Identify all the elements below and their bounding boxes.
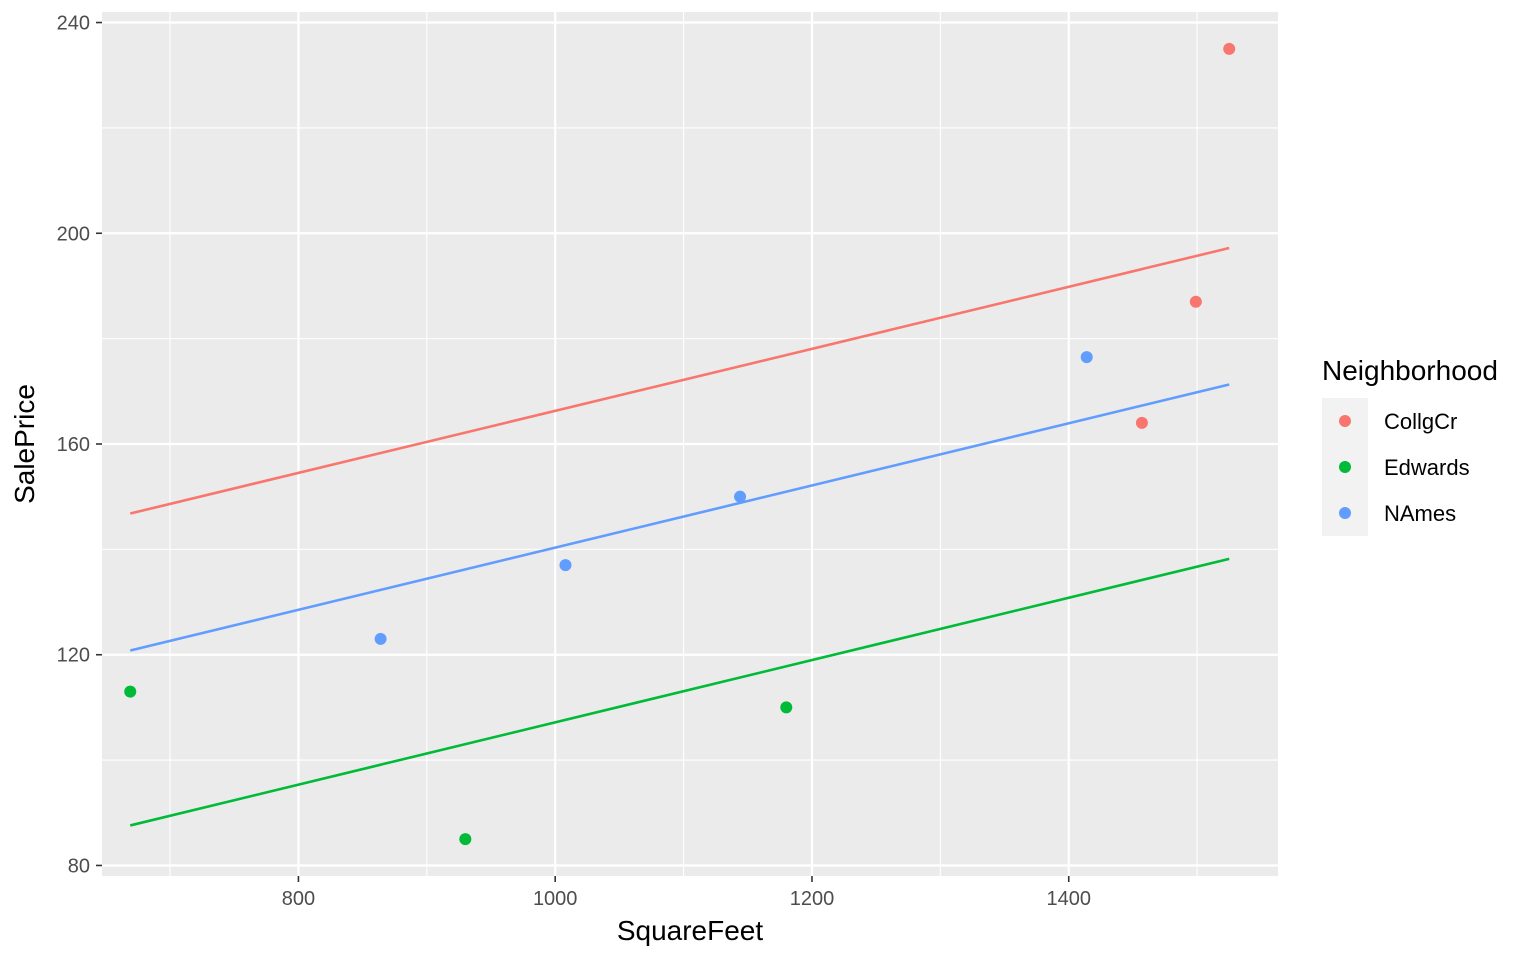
legend-label-collgcr: CollgCr bbox=[1384, 409, 1457, 434]
point-names bbox=[374, 632, 387, 645]
y-tick-label: 120 bbox=[57, 645, 90, 667]
point-names bbox=[1080, 351, 1093, 364]
legend-key-names bbox=[1339, 507, 1351, 519]
point-names bbox=[734, 490, 747, 503]
fit-line-edwards bbox=[129, 557, 1230, 827]
x-tick-label: 800 bbox=[282, 888, 315, 910]
x-tick-label: 1000 bbox=[533, 888, 578, 910]
fit-line-names bbox=[129, 383, 1230, 652]
y-tick-label: 160 bbox=[57, 434, 90, 456]
legend: Neighborhood CollgCr Edwards NAmes bbox=[1322, 355, 1498, 536]
fit-line-collgcr bbox=[129, 246, 1230, 515]
y-axis: 80 120 160 200 240 bbox=[57, 13, 102, 877]
x-tick-label: 1400 bbox=[1046, 888, 1091, 910]
fit-lines bbox=[129, 246, 1230, 827]
x-axis: 800 1000 1200 1400 bbox=[282, 876, 1091, 910]
point-edwards bbox=[780, 701, 793, 714]
y-tick-label: 240 bbox=[57, 13, 90, 35]
point-edwards bbox=[124, 685, 137, 698]
legend-key-collgcr bbox=[1339, 415, 1351, 427]
legend-key-edwards bbox=[1339, 461, 1351, 473]
point-collgcr bbox=[1223, 42, 1236, 55]
grid-major bbox=[102, 12, 1278, 876]
point-collgcr bbox=[1189, 295, 1202, 308]
point-collgcr bbox=[1135, 416, 1148, 429]
data-points bbox=[124, 42, 1236, 846]
point-edwards bbox=[459, 833, 472, 846]
point-names bbox=[559, 559, 572, 572]
legend-label-edwards: Edwards bbox=[1384, 455, 1470, 480]
y-tick-label: 80 bbox=[68, 855, 90, 877]
y-tick-label: 200 bbox=[57, 223, 90, 245]
x-tick-label: 1200 bbox=[790, 888, 835, 910]
legend-title: Neighborhood bbox=[1322, 355, 1498, 386]
legend-label-names: NAmes bbox=[1384, 501, 1456, 526]
y-axis-title: SalePrice bbox=[9, 384, 40, 504]
x-axis-title: SquareFeet bbox=[617, 915, 764, 946]
